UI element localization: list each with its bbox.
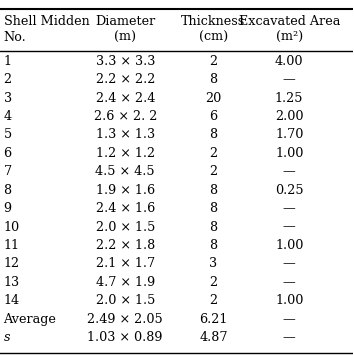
- Text: 1.00: 1.00: [275, 147, 303, 160]
- Text: (m²): (m²): [275, 31, 303, 44]
- Text: 20: 20: [205, 92, 222, 105]
- Text: Thickness: Thickness: [181, 15, 246, 28]
- Text: 2: 2: [209, 147, 217, 160]
- Text: 1.03 × 0.89: 1.03 × 0.89: [87, 331, 163, 344]
- Text: 8: 8: [209, 184, 217, 197]
- Text: (m): (m): [114, 31, 136, 44]
- Text: 2.4 × 2.4: 2.4 × 2.4: [96, 92, 155, 105]
- Text: 2.1 × 1.7: 2.1 × 1.7: [96, 257, 155, 271]
- Text: 1.2 × 1.2: 1.2 × 1.2: [96, 147, 155, 160]
- Text: 11: 11: [4, 239, 19, 252]
- Text: s: s: [4, 331, 10, 344]
- Text: 1: 1: [4, 55, 12, 68]
- Text: 4.87: 4.87: [199, 331, 228, 344]
- Text: 1.25: 1.25: [275, 92, 303, 105]
- Text: 1.9 × 1.6: 1.9 × 1.6: [96, 184, 155, 197]
- Text: 3: 3: [4, 92, 12, 105]
- Text: Diameter: Diameter: [95, 15, 155, 28]
- Text: 1.3 × 1.3: 1.3 × 1.3: [96, 129, 155, 142]
- Text: —: —: [283, 165, 296, 178]
- Text: 14: 14: [4, 294, 20, 307]
- Text: (cm): (cm): [199, 31, 228, 44]
- Text: 2.0 × 1.5: 2.0 × 1.5: [96, 294, 155, 307]
- Text: 9: 9: [4, 202, 12, 215]
- Text: 1.70: 1.70: [275, 129, 303, 142]
- Text: 2.49 × 2.05: 2.49 × 2.05: [87, 313, 163, 326]
- Text: 2.2 × 2.2: 2.2 × 2.2: [96, 73, 155, 86]
- Text: 2.0 × 1.5: 2.0 × 1.5: [96, 220, 155, 234]
- Text: 5: 5: [4, 129, 12, 142]
- Text: 1.00: 1.00: [275, 294, 303, 307]
- Text: 2.00: 2.00: [275, 110, 303, 123]
- Text: Average: Average: [4, 313, 56, 326]
- Text: 8: 8: [209, 202, 217, 215]
- Text: —: —: [283, 202, 296, 215]
- Text: 7: 7: [4, 165, 12, 178]
- Text: 2.2 × 1.8: 2.2 × 1.8: [96, 239, 155, 252]
- Text: 2.4 × 1.6: 2.4 × 1.6: [96, 202, 155, 215]
- Text: —: —: [283, 331, 296, 344]
- Text: 10: 10: [4, 220, 20, 234]
- Text: 4.00: 4.00: [275, 55, 303, 68]
- Text: 0.25: 0.25: [275, 184, 303, 197]
- Text: 12: 12: [4, 257, 20, 271]
- Text: 4.7 × 1.9: 4.7 × 1.9: [96, 276, 155, 289]
- Text: 8: 8: [4, 184, 12, 197]
- Text: 4.5 × 4.5: 4.5 × 4.5: [95, 165, 155, 178]
- Text: 2: 2: [209, 55, 217, 68]
- Text: 6.21: 6.21: [199, 313, 228, 326]
- Text: —: —: [283, 276, 296, 289]
- Text: —: —: [283, 257, 296, 271]
- Text: Shell Midden: Shell Midden: [4, 15, 89, 28]
- Text: Excavated Area: Excavated Area: [239, 15, 340, 28]
- Text: 2: 2: [209, 276, 217, 289]
- Text: —: —: [283, 220, 296, 234]
- Text: 8: 8: [209, 73, 217, 86]
- Text: 2.6 × 2. 2: 2.6 × 2. 2: [93, 110, 157, 123]
- Text: 3.3 × 3.3: 3.3 × 3.3: [96, 55, 155, 68]
- Text: 2: 2: [4, 73, 12, 86]
- Text: —: —: [283, 313, 296, 326]
- Text: 13: 13: [4, 276, 20, 289]
- Text: 6: 6: [209, 110, 217, 123]
- Text: 3: 3: [209, 257, 217, 271]
- Text: —: —: [283, 73, 296, 86]
- Text: 8: 8: [209, 129, 217, 142]
- Text: 4: 4: [4, 110, 12, 123]
- Text: 6: 6: [4, 147, 12, 160]
- Text: 2: 2: [209, 165, 217, 178]
- Text: 8: 8: [209, 239, 217, 252]
- Text: 8: 8: [209, 220, 217, 234]
- Text: 2: 2: [209, 294, 217, 307]
- Text: 1.00: 1.00: [275, 239, 303, 252]
- Text: No.: No.: [4, 31, 26, 44]
